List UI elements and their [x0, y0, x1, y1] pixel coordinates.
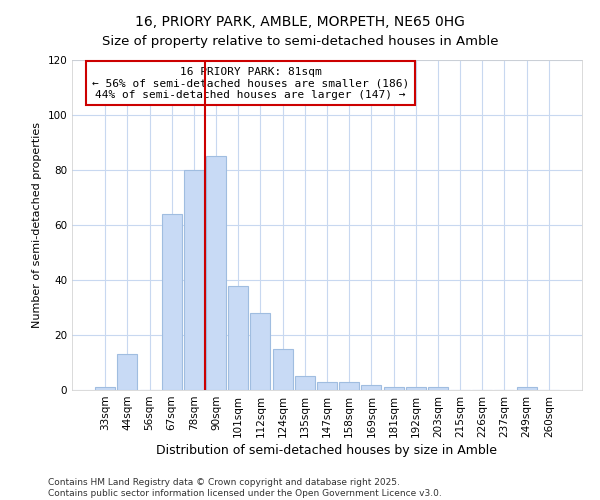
- Bar: [317, 382, 337, 390]
- Bar: [272, 349, 293, 390]
- Bar: [95, 387, 115, 390]
- Y-axis label: Number of semi-detached properties: Number of semi-detached properties: [32, 122, 42, 328]
- Bar: [517, 387, 536, 390]
- Bar: [339, 382, 359, 390]
- Bar: [428, 387, 448, 390]
- Text: Size of property relative to semi-detached houses in Amble: Size of property relative to semi-detach…: [102, 35, 498, 48]
- Bar: [361, 384, 382, 390]
- Bar: [206, 156, 226, 390]
- Text: Contains HM Land Registry data © Crown copyright and database right 2025.
Contai: Contains HM Land Registry data © Crown c…: [48, 478, 442, 498]
- Text: 16 PRIORY PARK: 81sqm
← 56% of semi-detached houses are smaller (186)
44% of sem: 16 PRIORY PARK: 81sqm ← 56% of semi-deta…: [92, 66, 409, 100]
- Bar: [250, 313, 271, 390]
- Text: 16, PRIORY PARK, AMBLE, MORPETH, NE65 0HG: 16, PRIORY PARK, AMBLE, MORPETH, NE65 0H…: [135, 15, 465, 29]
- Bar: [295, 376, 315, 390]
- Bar: [162, 214, 182, 390]
- Bar: [383, 387, 404, 390]
- Bar: [228, 286, 248, 390]
- Bar: [184, 170, 204, 390]
- Bar: [118, 354, 137, 390]
- Bar: [406, 387, 426, 390]
- X-axis label: Distribution of semi-detached houses by size in Amble: Distribution of semi-detached houses by …: [157, 444, 497, 457]
